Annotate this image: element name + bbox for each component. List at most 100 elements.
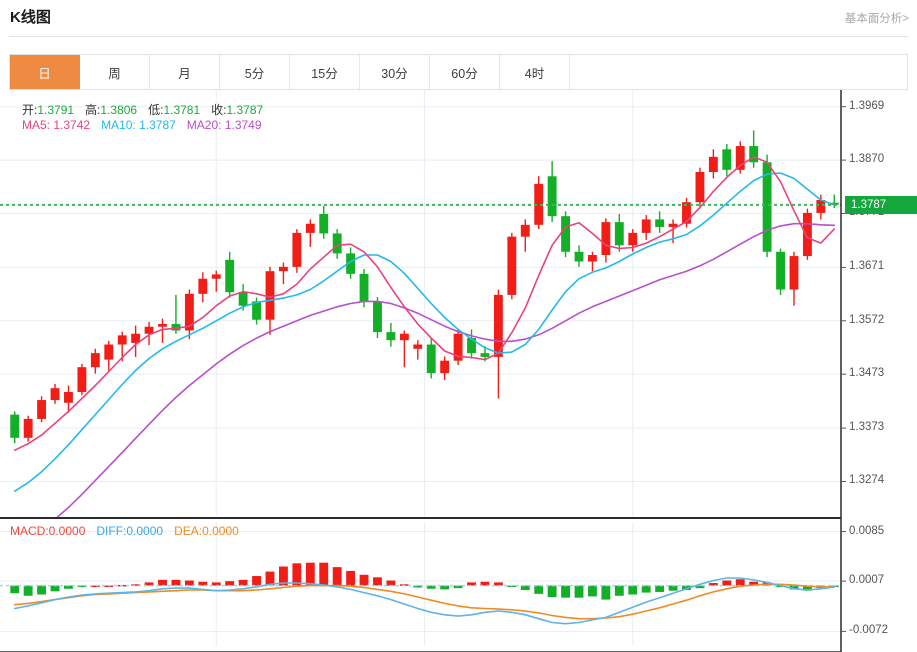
macd-histogram-bar: [708, 583, 718, 586]
candle-body: [628, 232, 638, 246]
candle-body: [198, 278, 208, 294]
tab-4[interactable]: 15分: [290, 55, 360, 89]
macd-histogram-bar: [225, 581, 235, 586]
tab-6[interactable]: 60分: [430, 55, 500, 89]
macd-histogram-bar: [158, 579, 167, 586]
tab-2[interactable]: 月: [150, 55, 220, 89]
candle-body: [655, 219, 665, 227]
macd-histogram-bar: [23, 585, 33, 596]
macd-histogram-bar: [561, 585, 571, 598]
macd-histogram-bar: [144, 582, 154, 586]
macd-histogram-bar: [252, 576, 261, 586]
dea-line: [13, 583, 836, 620]
candle-body: [131, 333, 141, 343]
candle-body: [23, 418, 33, 438]
header-divider: [9, 36, 908, 37]
macd-histogram-bar: [90, 585, 100, 588]
macd-histogram-bar: [77, 585, 87, 588]
candle-body: [601, 222, 611, 256]
tab-label: 周: [108, 66, 121, 81]
page-title: K线图: [10, 9, 51, 26]
tab-label: 4时: [524, 66, 545, 81]
macd-histogram-bar: [426, 585, 436, 589]
macd-histogram-bar: [695, 585, 705, 589]
macd-tick-label: -0.0072: [849, 624, 889, 637]
macd-histogram-bar: [802, 585, 812, 591]
macd-histogram-bar: [641, 585, 651, 593]
candle-body: [708, 156, 718, 172]
macd-histogram-bar: [319, 562, 329, 586]
macd-histogram-bar: [64, 585, 73, 589]
candle-body: [561, 216, 571, 252]
macd-panel[interactable]: MACD:0.0000 DIFF:0.0000 DEA:0.0000 0.0085 0…: [0, 518, 917, 652]
kline-panel[interactable]: 开:1.3791 高:1.3806 低:1.3781 收:1.3787 MA5: 1.…: [0, 90, 917, 518]
candle-body: [90, 353, 100, 368]
candle-body: [534, 183, 544, 225]
macd-histogram-bar: [588, 585, 597, 597]
panel-divider: [0, 517, 841, 519]
candle-body: [104, 344, 114, 360]
candle-body: [77, 367, 87, 392]
candle-body: [816, 200, 826, 213]
ma10-line: [13, 172, 836, 493]
candle-body: [762, 162, 772, 252]
tab-5[interactable]: 30分: [360, 55, 430, 89]
candle-body: [547, 176, 557, 217]
candle-body: [453, 333, 463, 361]
candle-body: [507, 236, 517, 295]
candle-body: [10, 414, 20, 438]
macd-histogram-bar: [480, 581, 490, 586]
candle-body: [520, 224, 530, 237]
candle-body: [211, 274, 221, 279]
macd-histogram-bar: [534, 585, 544, 594]
candle-body: [292, 232, 302, 267]
macd-histogram-bar: [10, 585, 20, 594]
macd-histogram-bar: [131, 584, 141, 586]
macd-histogram-bar: [211, 582, 221, 586]
fundamental-analysis-link[interactable]: 基本面分析>: [844, 13, 909, 25]
timeframe-tabbar: 日 周 月 5分 15分 30分 60分 4时: [9, 54, 908, 90]
candlestick-plot[interactable]: [0, 90, 917, 518]
candle-body: [171, 324, 181, 331]
candle-body: [319, 214, 329, 234]
candle-body: [829, 202, 839, 205]
macd-histogram-bar: [386, 580, 396, 586]
macd-histogram-bar: [359, 574, 369, 586]
candle-body: [776, 251, 785, 290]
macd-plot[interactable]: [0, 518, 917, 652]
tab-0[interactable]: 日: [10, 55, 80, 89]
candle-body: [440, 360, 450, 374]
candle-body: [278, 266, 288, 272]
macd-histogram-bar: [373, 577, 382, 586]
candle-body: [641, 219, 651, 233]
tab-label: 月: [178, 66, 191, 81]
candle-body: [588, 255, 597, 262]
macd-histogram-bar: [735, 579, 745, 586]
macd-histogram-bar: [749, 581, 759, 586]
macd-histogram-bar: [601, 585, 611, 600]
tab-3[interactable]: 5分: [220, 55, 290, 89]
macd-histogram-bar: [171, 579, 181, 586]
candle-body: [359, 273, 369, 302]
candle-body: [305, 223, 315, 233]
macd-histogram-bar: [305, 562, 315, 586]
ma5-line: [13, 156, 836, 452]
tab-1[interactable]: 周: [80, 55, 150, 89]
candle-body: [386, 332, 396, 341]
tab-label: 日: [38, 66, 51, 81]
macd-histogram-bar: [440, 585, 450, 590]
candle-body: [184, 293, 194, 331]
macd-histogram-bar: [789, 585, 799, 590]
candle-body: [399, 333, 409, 341]
candle-body: [37, 400, 47, 419]
current-price-badge: 1.3787: [845, 195, 917, 214]
candle-body: [426, 344, 436, 374]
candle-body: [144, 326, 154, 334]
macd-histogram-bar: [547, 585, 557, 598]
candle-body: [749, 146, 759, 163]
macd-histogram-bar: [292, 563, 302, 586]
tab-7[interactable]: 4时: [500, 55, 570, 89]
macd-histogram-bar: [184, 580, 194, 586]
candle-body: [695, 171, 705, 203]
